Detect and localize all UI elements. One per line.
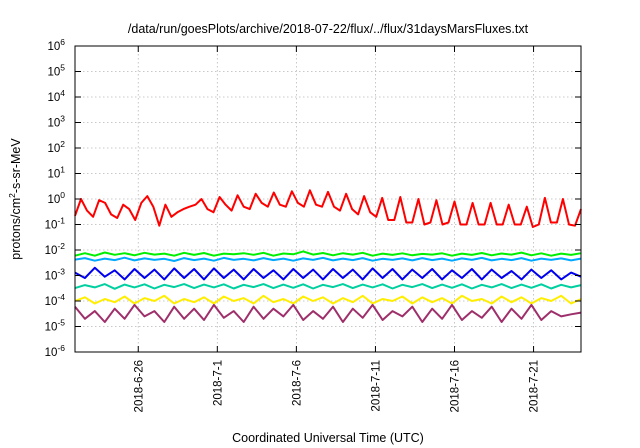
series-line-3 — [74, 256, 582, 262]
y-tick-exponent: 4 — [60, 88, 65, 98]
y-tick-exponent: -5 — [57, 318, 65, 328]
y-tick-base: 10 — [47, 143, 60, 155]
y-tick-label: 100 — [47, 190, 65, 206]
y-tick-exponent: 3 — [60, 114, 65, 124]
x-axis-ticks: 2018-6-26 2018-7-1 2018-7-6 2018-7-11 2018-7… — [133, 46, 541, 412]
y-tick-base: 10 — [45, 245, 58, 257]
y-tick-label: 101 — [47, 165, 65, 181]
y-tick-label: 10-3 — [45, 267, 66, 283]
x-tick-label: 2018-7-1 — [212, 360, 224, 406]
x-tick-label: 2018-7-6 — [291, 360, 303, 406]
y-axis-label-pre: protons/cm — [9, 198, 23, 260]
y-tick-exponent: -4 — [57, 292, 65, 302]
x-axis-label: Coordinated Universal Time (UTC) — [232, 431, 424, 445]
y-tick-exponent: 1 — [60, 165, 65, 175]
y-tick-label: 10-6 — [45, 343, 66, 359]
y-tick-base: 10 — [47, 169, 60, 181]
x-tick-label: 2018-7-16 — [450, 360, 462, 412]
y-tick-exponent: 2 — [60, 139, 65, 149]
y-tick-base: 10 — [47, 92, 60, 104]
y-tick-label: 10-1 — [45, 216, 66, 232]
series-line-5 — [74, 283, 582, 290]
x-tick-label: 2018-7-11 — [370, 360, 382, 412]
chart-title: /data/run/goesPlots/archive/2018-07-22/f… — [128, 22, 529, 36]
y-tick-label: 105 — [47, 63, 65, 79]
y-tick-base: 10 — [47, 118, 60, 130]
series-line-4 — [74, 266, 582, 281]
series-layer — [74, 189, 582, 323]
y-tick-exponent: 0 — [60, 190, 65, 200]
y-tick-base: 10 — [47, 67, 60, 79]
y-tick-exponent: 6 — [60, 37, 65, 47]
series-line-2 — [74, 250, 582, 257]
y-tick-base: 10 — [47, 194, 60, 206]
y-tick-label: 10-4 — [45, 292, 66, 308]
y-tick-label: 106 — [47, 37, 65, 53]
y-axis-label-post: -s-sr-MeV — [9, 138, 23, 194]
y-tick-base: 10 — [45, 296, 58, 308]
y-tick-label: 102 — [47, 139, 65, 155]
series-line-7 — [74, 303, 582, 323]
y-tick-base: 10 — [47, 41, 60, 53]
y-tick-base: 10 — [45, 271, 58, 283]
y-axis-ticks: 10-610-510-410-310-210-11001011021031041… — [45, 37, 581, 359]
y-tick-exponent: 5 — [60, 63, 65, 73]
y-tick-base: 10 — [45, 220, 58, 232]
y-tick-label: 103 — [47, 114, 65, 130]
x-tick-label: 2018-6-26 — [133, 360, 145, 412]
series-line-6 — [74, 294, 582, 305]
series-line-1 — [74, 189, 582, 228]
y-axis-label-sup: 2 — [7, 193, 17, 198]
y-tick-label: 10-5 — [45, 318, 66, 334]
y-axis-label: protons/cm2-s-sr-MeV — [7, 138, 23, 260]
y-tick-label: 104 — [47, 88, 65, 104]
x-tick-label: 2018-7-21 — [529, 360, 541, 412]
y-tick-label: 10-2 — [45, 241, 66, 257]
y-tick-exponent: -2 — [57, 241, 65, 251]
y-tick-exponent: -6 — [57, 343, 65, 353]
y-tick-exponent: -1 — [57, 216, 65, 226]
y-tick-exponent: -3 — [57, 267, 65, 277]
y-tick-base: 10 — [45, 347, 58, 359]
y-tick-base: 10 — [45, 322, 58, 334]
